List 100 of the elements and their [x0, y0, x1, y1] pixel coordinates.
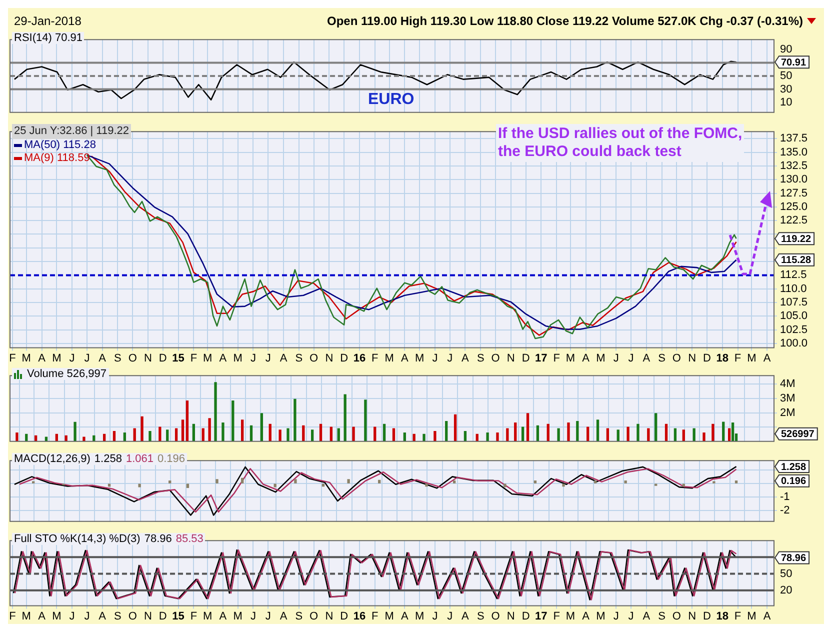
- x-tick-label: M: [414, 352, 424, 364]
- x-tick-label: M: [566, 352, 576, 364]
- bar: [148, 431, 152, 442]
- bar: [514, 422, 517, 442]
- text: 1.258: [781, 462, 806, 473]
- bar: [392, 428, 396, 442]
- x-tick-label: F: [190, 352, 198, 364]
- x-tick-label: O: [128, 610, 138, 622]
- chart-title: MACD(12,26,9): [14, 453, 90, 465]
- x-tick-label: A: [642, 610, 651, 622]
- bar: [636, 424, 640, 442]
- x-tick-label: J: [432, 352, 438, 364]
- x-tick-label: S: [476, 352, 484, 364]
- y-tick-label: 4M: [780, 378, 796, 390]
- bar: [722, 422, 725, 442]
- bar: [260, 413, 264, 442]
- bar: [536, 425, 540, 442]
- bar: [526, 413, 530, 442]
- x-tick-label: A: [582, 610, 590, 622]
- x-tick-label: O: [310, 352, 319, 364]
- x-tick-label: A: [642, 352, 651, 364]
- bar: [302, 425, 305, 442]
- text: Open 119.00 High 119.30 Low 118.80 Close 119.22 Volume 527.0K Chg -0.37 (-0.31%): [326, 14, 803, 28]
- x-tick-label: 18: [716, 610, 728, 622]
- x-tick-label: A: [763, 352, 772, 364]
- bar: [250, 425, 253, 442]
- x-tick-label: M: [22, 352, 31, 364]
- y-tick-label: 10: [780, 96, 792, 109]
- y-tick-label: 30: [780, 83, 792, 96]
- x-tick-label: N: [506, 352, 515, 364]
- y-tick-label: 112.5: [780, 269, 807, 282]
- x-tick-label: A: [400, 352, 409, 364]
- bar: [506, 428, 509, 442]
- y-tick-label: 105.0: [780, 310, 808, 322]
- x-tick-label: D: [703, 352, 712, 364]
- bar: [82, 436, 86, 442]
- bar: [702, 432, 706, 442]
- x-tick-label: M: [566, 610, 576, 622]
- x-tick-label: M: [52, 352, 62, 364]
- x-tick-label: 18: [716, 352, 728, 364]
- bar: [174, 428, 178, 442]
- x-tick-label: M: [202, 352, 212, 364]
- x-tick-label: S: [658, 352, 666, 364]
- x-tick-label: J: [69, 352, 75, 364]
- x-tick-label: M: [384, 610, 394, 622]
- x-tick-label: A: [582, 352, 590, 364]
- text: 119.22: [781, 234, 812, 245]
- annotation: 25 Jun Y:32.86 | 119.22: [12, 124, 131, 140]
- bar: [166, 430, 169, 442]
- x-tick-label: 15: [172, 352, 184, 364]
- x-tick-label: 16: [353, 352, 366, 364]
- text: 115.28: [781, 255, 812, 266]
- y-tick-label: 135.0: [780, 146, 808, 158]
- text: 70.91: [781, 57, 806, 68]
- annotation: EURO: [368, 90, 414, 110]
- bar: [208, 418, 211, 442]
- bar: [596, 420, 600, 442]
- bar: [310, 430, 314, 442]
- x-tick-label: A: [462, 610, 470, 622]
- bar: [337, 428, 340, 442]
- bar: [692, 428, 696, 442]
- bar: [546, 424, 550, 442]
- x-tick-label: S: [295, 352, 303, 364]
- x-tick-label: D: [522, 610, 530, 622]
- x-tick-label: O: [128, 352, 138, 364]
- x-tick-label: D: [522, 352, 530, 364]
- x-tick-label: S: [295, 610, 303, 622]
- x-tick-label: J: [432, 610, 438, 622]
- bar: [664, 424, 668, 442]
- bar: [286, 428, 290, 442]
- x-tick-label: D: [158, 352, 167, 364]
- bar: [158, 426, 162, 442]
- x-tick-label: M: [202, 610, 212, 622]
- x-tick-label: M: [233, 352, 242, 364]
- x-tick-label: O: [672, 610, 682, 622]
- x-tick-label: A: [280, 610, 288, 622]
- bar: [112, 431, 116, 442]
- bar: [626, 426, 630, 442]
- legend-label: MA(50) 115.28: [24, 139, 96, 152]
- x-tick-label: M: [22, 610, 31, 622]
- bar: [319, 424, 322, 442]
- bar: [133, 428, 136, 442]
- x-tick-label: J: [628, 352, 634, 364]
- y-tick-label: 20: [780, 584, 792, 596]
- x-tick-label: 17: [535, 610, 548, 622]
- x-tick-label: J: [84, 352, 90, 364]
- y-tick-label: 125.0: [780, 200, 808, 213]
- bar: [731, 422, 734, 442]
- x-tick-label: N: [144, 610, 152, 622]
- x-tick-label: F: [9, 610, 16, 622]
- x-tick-label: O: [310, 610, 319, 622]
- x-tick-label: A: [38, 352, 46, 364]
- x-tick-label: J: [447, 610, 453, 622]
- bar: [140, 416, 144, 442]
- x-tick-label: O: [491, 610, 500, 622]
- bar: [352, 426, 355, 442]
- series-label: 85.53: [176, 533, 204, 545]
- x-tick-label: J: [265, 352, 271, 364]
- x-tick-label: N: [506, 610, 515, 622]
- bar: [728, 428, 731, 442]
